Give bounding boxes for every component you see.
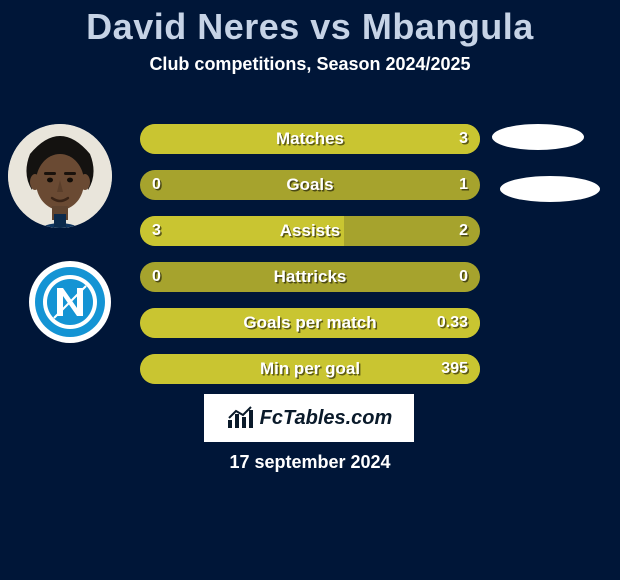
stat-label: Matches [276, 129, 344, 149]
date-line: 17 september 2024 [0, 452, 620, 473]
stat-row: Matches 3 [140, 124, 480, 154]
stat-label: Goals [286, 175, 333, 195]
branding-card: FcTables.com [204, 394, 414, 442]
stat-row: Min per goal 395 [140, 354, 480, 384]
stat-row: Goals per match 0.33 [140, 308, 480, 338]
club-badge-svg [28, 260, 112, 344]
decor-ellipse [500, 176, 600, 202]
stat-row: Goals 0 1 [140, 170, 480, 200]
player-photo-svg [8, 124, 112, 228]
page-title: David Neres vs Mbangula [0, 0, 620, 48]
stat-row: Assists 3 2 [140, 216, 480, 246]
stat-right-value: 3 [459, 130, 468, 148]
club-badge [28, 260, 112, 344]
stat-right-value: 0.33 [437, 314, 468, 332]
stat-label: Hattricks [274, 267, 347, 287]
stat-label: Goals per match [243, 313, 376, 333]
stat-left-value: 0 [152, 176, 161, 194]
stat-row: Hattricks 0 0 [140, 262, 480, 292]
decor-ellipse [492, 124, 584, 150]
stat-label: Min per goal [260, 359, 360, 379]
subtitle: Club competitions, Season 2024/2025 [0, 54, 620, 75]
stat-right-value: 2 [459, 222, 468, 240]
stat-left-value: 0 [152, 268, 161, 286]
stats-bar-stack: Matches3Goals01Assists32Hattricks00Goals… [140, 124, 480, 400]
player-photo [8, 124, 112, 228]
brand-text: FcTables.com [260, 407, 393, 430]
stat-right-value: 0 [459, 268, 468, 286]
stat-right-value: 395 [441, 360, 468, 378]
stat-label: Assists [280, 221, 340, 241]
stat-left-value: 3 [152, 222, 161, 240]
stat-right-value: 1 [459, 176, 468, 194]
brand-chart-icon [226, 404, 254, 432]
